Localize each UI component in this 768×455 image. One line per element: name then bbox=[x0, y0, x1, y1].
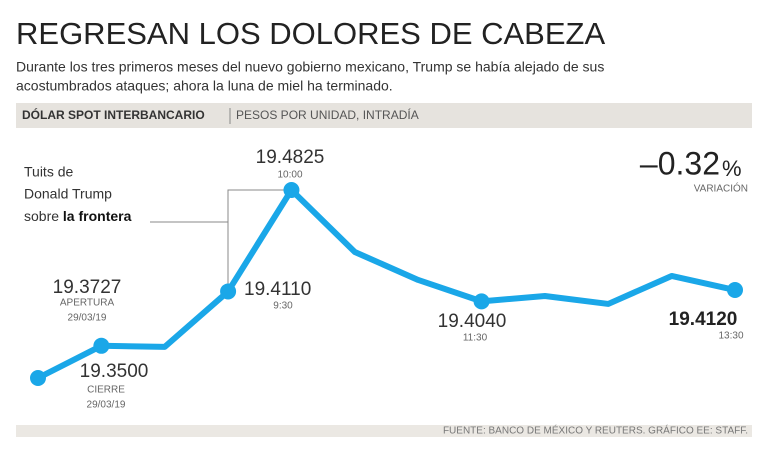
marker bbox=[30, 370, 46, 386]
header-bar bbox=[16, 103, 752, 128]
marker bbox=[283, 182, 300, 198]
point-time: 13:30 bbox=[718, 331, 743, 342]
marker bbox=[93, 337, 110, 354]
annotation: sobre la frontera bbox=[24, 208, 132, 224]
line bbox=[36, 187, 736, 381]
subtitle: Durante los tres primeros meses del nuev… bbox=[16, 59, 604, 75]
point-time: 29/03/19 bbox=[87, 400, 126, 411]
subtitle: acostumbrados ataques; ahora la luna de … bbox=[16, 78, 393, 94]
data-label: 19.4110 bbox=[244, 279, 311, 300]
data-label: 19.3500 bbox=[80, 361, 149, 382]
annotation: Tuits de bbox=[24, 164, 73, 180]
change-caption: VARIACIÓN bbox=[694, 182, 748, 195]
data-label: 19.3727 bbox=[53, 277, 122, 298]
point-caption: APERTURA bbox=[60, 298, 115, 309]
unit-label: PESOS POR UNIDAD, INTRADÍA bbox=[236, 107, 419, 122]
marker bbox=[220, 283, 237, 300]
marker bbox=[727, 282, 743, 299]
data-label: 19.4120 bbox=[669, 309, 738, 330]
chart-title: REGRESAN LOS DOLORES DE CABEZA bbox=[16, 16, 605, 51]
marker bbox=[473, 293, 490, 310]
source: FUENTE: BANCO DE MÉXICO Y REUTERS. GRÁFI… bbox=[443, 424, 748, 437]
change-unit: % bbox=[722, 156, 742, 181]
footer-bar bbox=[16, 425, 752, 437]
connector bbox=[227, 189, 292, 291]
point-time: 10:00 bbox=[277, 170, 302, 181]
point-caption: CIERRE bbox=[87, 385, 125, 396]
data-label: 19.4040 bbox=[438, 311, 507, 332]
point-time: 29/03/19 bbox=[68, 313, 107, 324]
point-time: 9:30 bbox=[273, 301, 293, 312]
header: DÓLAR SPOT INTERBANCARIO bbox=[22, 107, 205, 122]
change: –0.32 bbox=[640, 145, 720, 181]
data-label: 19.4825 bbox=[256, 147, 325, 168]
annotation: Donald Trump bbox=[24, 186, 112, 202]
point-time: 11:30 bbox=[463, 333, 488, 344]
